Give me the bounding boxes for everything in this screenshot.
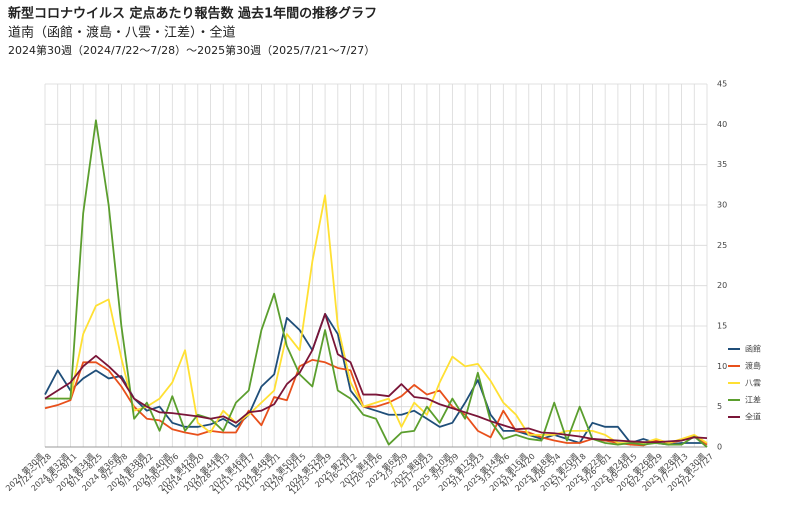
y-tick-label: 15 (717, 322, 727, 331)
y-tick-label: 0 (717, 443, 722, 452)
legend-label: 函館 (745, 344, 761, 354)
y-tick-label: 35 (717, 160, 727, 169)
chart-subtitle: 道南（函館・渡島・八雲・江差）・全道 (8, 25, 236, 41)
y-tick-label: 30 (717, 201, 727, 210)
chart-title: 新型コロナウイルス 定点あたり報告数 過去1年間の推移グラフ (8, 6, 377, 22)
y-tick-label: 20 (717, 281, 727, 290)
series-line (45, 194, 708, 444)
legend-label: 八雲 (745, 379, 761, 388)
y-tick-label: 45 (717, 80, 727, 89)
legend-label: 渡島 (745, 361, 761, 371)
legend-label: 全道 (745, 412, 761, 422)
y-tick-label: 40 (717, 120, 727, 129)
chart-period: 2024第30週（2024/7/22～7/28）～2025第30週（2025/7… (8, 43, 375, 57)
series-line (45, 119, 708, 448)
series-line (44, 312, 707, 446)
y-tick-label: 5 (717, 402, 722, 411)
legend-label: 江差 (745, 395, 761, 405)
y-tick-label: 25 (717, 241, 727, 250)
y-tick-label: 10 (717, 362, 727, 371)
series-line (44, 312, 708, 444)
